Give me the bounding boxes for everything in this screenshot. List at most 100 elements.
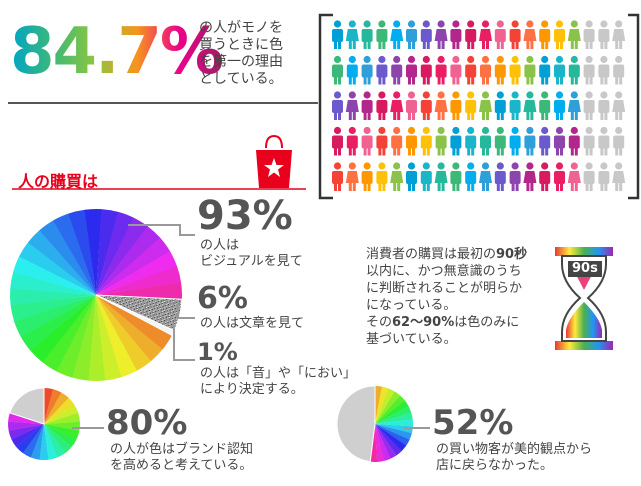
caption-line: ビジュアルを見て [200, 254, 303, 269]
person-icon [539, 126, 551, 156]
person-icon [524, 126, 536, 156]
person-icon [450, 55, 462, 85]
note-text: 消費者の購買は最初の [366, 247, 497, 262]
stat-52-percent: 52% [432, 403, 514, 443]
stat-93-caption: の人は ビジュアルを見て [200, 238, 303, 270]
person-icon [539, 55, 551, 85]
person-icon [568, 55, 580, 85]
stat-93-percent: 93% [197, 193, 293, 239]
person-icon [567, 91, 581, 120]
person-icon [524, 55, 536, 85]
no-return-pie [336, 385, 413, 463]
person-icon [494, 91, 506, 120]
person-icon [332, 91, 343, 120]
leader-93 [128, 224, 195, 236]
person-icon [598, 91, 610, 120]
person-icon [480, 126, 491, 156]
purchase-decision-pie [10, 209, 183, 381]
person-icon [523, 91, 537, 120]
note-highlight: 62〜90% [392, 315, 455, 330]
pie-slice [10, 209, 182, 381]
person-icon [345, 91, 359, 120]
person-icon [376, 91, 388, 120]
stat-80-caption: の人が色はブランド認知 を高めると考えている。 [110, 442, 253, 474]
person-icon [479, 162, 492, 191]
leader-6 [177, 300, 195, 319]
person-icon [406, 91, 417, 120]
person-icon [390, 20, 404, 49]
person-icon [612, 91, 626, 120]
stat-1-caption: の人は「音」や「におい」 により決定する。 [200, 366, 356, 398]
person-icon [450, 91, 462, 120]
person-icon [567, 20, 581, 49]
caption-line: の人は文章を見て [200, 316, 305, 331]
stat-6-caption: の人は文章を見て [200, 316, 304, 332]
note-text: は色のみに [454, 315, 520, 330]
person-icon [361, 91, 373, 120]
stat-1-percent: 1% [197, 338, 238, 366]
headline-caption-line: の人がモノを [199, 20, 283, 36]
person-icon [450, 126, 462, 156]
stat-6-percent: 6% [197, 281, 248, 316]
person-icon [554, 162, 565, 191]
person-icon [554, 126, 565, 156]
caption-line: を高めると考えている。 [110, 458, 253, 473]
person-icon [465, 55, 477, 85]
person-icon [509, 162, 521, 191]
person-icon [434, 20, 448, 49]
person-icon [613, 126, 625, 156]
person-icon [509, 55, 521, 85]
note-line: その62〜90%は色のみに [366, 314, 527, 331]
person-icon [420, 91, 432, 120]
person-icon [509, 126, 521, 156]
person-icon [494, 20, 506, 49]
pie-slice [370, 386, 413, 462]
person-icon [509, 91, 521, 120]
person-icon [479, 20, 492, 49]
person-icon [406, 162, 417, 191]
person-icon [450, 162, 462, 191]
pie-slice [336, 385, 376, 463]
headline-percent: 84.7% [10, 12, 224, 92]
person-icon [583, 20, 595, 49]
section-title: 人の購買は [18, 172, 99, 191]
person-icon [494, 55, 506, 85]
person-icon [361, 126, 373, 156]
person-icon [479, 91, 492, 120]
person-icon [539, 91, 551, 120]
person-icon [494, 126, 506, 156]
headline-caption-line: としている。 [199, 71, 283, 87]
person-icon [435, 126, 447, 156]
person-icon [465, 162, 477, 191]
person-icon [376, 126, 388, 156]
person-icon [523, 20, 537, 49]
person-icon [376, 55, 388, 85]
headline-caption-line: 買うときに色 [199, 37, 283, 53]
person-icon [346, 55, 358, 85]
person-icon [391, 126, 403, 156]
person-icon [376, 20, 388, 49]
person-icon [345, 162, 359, 191]
person-icon [568, 126, 580, 156]
people-grid-bracket [318, 13, 640, 200]
caption-line: の人は [200, 238, 240, 253]
person-icon [406, 20, 417, 49]
pie-slice [8, 388, 81, 460]
person-icon [494, 162, 506, 191]
person-icon [598, 20, 610, 49]
person-icon [583, 126, 595, 156]
person-icon [598, 126, 610, 156]
note-line: になっている。 [366, 298, 457, 313]
leader-1 [173, 325, 195, 361]
person-icon [406, 126, 417, 156]
person-icon [434, 162, 448, 191]
brand-recognition-pie [8, 387, 81, 460]
person-icon [539, 20, 551, 49]
person-icon [583, 91, 595, 120]
hourglass-label: 90s [568, 261, 602, 277]
person-icon [420, 55, 432, 85]
pie-slice [9, 387, 45, 425]
person-icon [332, 126, 343, 156]
headline-caption-line: を第一の理由 [199, 54, 283, 70]
person-icon [554, 20, 565, 49]
